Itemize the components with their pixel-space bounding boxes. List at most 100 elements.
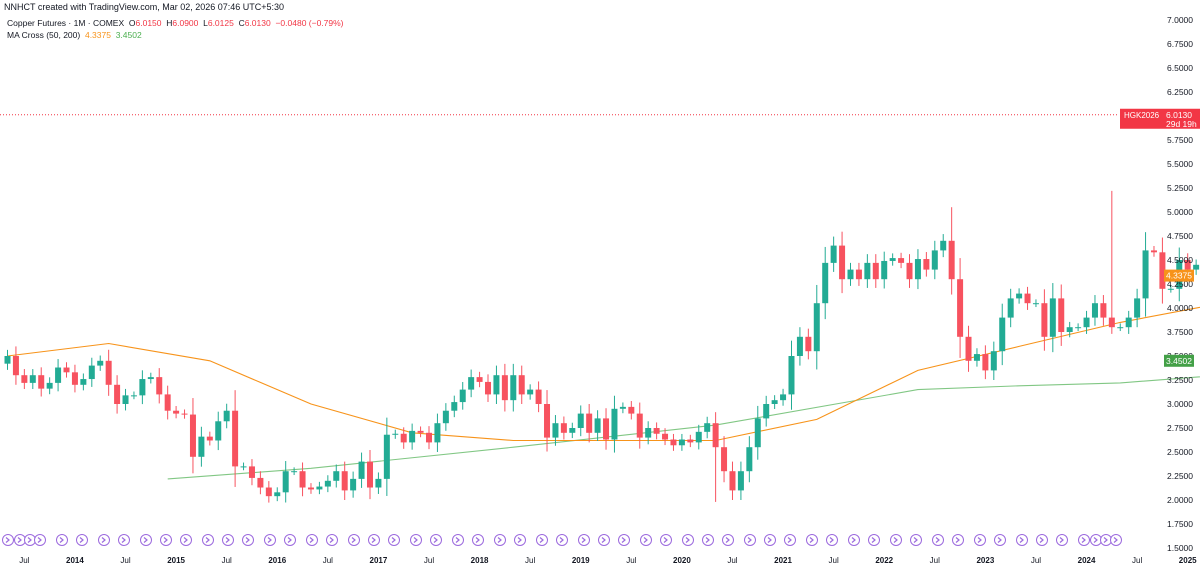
event-marker-icon[interactable]: [140, 534, 152, 546]
event-marker-icon[interactable]: [660, 534, 672, 546]
event-marker-icon[interactable]: [578, 534, 590, 546]
candle: [948, 207, 955, 295]
event-marker-icon[interactable]: [368, 534, 380, 546]
event-marker-icon[interactable]: [618, 534, 630, 546]
event-marker-icon[interactable]: [1110, 534, 1122, 546]
event-marker-icon[interactable]: [514, 534, 526, 546]
event-marker-icon[interactable]: [744, 534, 756, 546]
event-marker-icon[interactable]: [640, 534, 652, 546]
event-marker-icon[interactable]: [24, 534, 36, 546]
candle: [1142, 232, 1149, 317]
candle: [687, 434, 694, 448]
candle: [400, 427, 407, 449]
event-marker-icon[interactable]: [76, 534, 88, 546]
event-marker-icon[interactable]: [1036, 534, 1048, 546]
event-marker-icon[interactable]: [952, 534, 964, 546]
event-marker-icon[interactable]: [410, 534, 422, 546]
event-marker-icon[interactable]: [202, 534, 214, 546]
candle: [1167, 284, 1174, 293]
candle: [990, 341, 997, 380]
event-marker-icon[interactable]: [452, 534, 464, 546]
price-axis: 1.5000 1.7500 2.0000 2.2500 2.5000 2.7500 3.00…: [1167, 15, 1193, 553]
event-marker-icon[interactable]: [702, 534, 714, 546]
candle: [71, 364, 78, 393]
candle: [147, 372, 154, 384]
event-marker-icon[interactable]: [1056, 534, 1068, 546]
candle: [796, 327, 803, 366]
candle: [898, 252, 905, 269]
candle: [628, 401, 635, 420]
x-tick-label: 2019: [572, 556, 590, 565]
candle: [282, 461, 289, 503]
event-marker-icon[interactable]: [98, 534, 110, 546]
x-tick-label: 2015: [167, 556, 185, 565]
event-marker-icon[interactable]: [826, 534, 838, 546]
candle: [914, 249, 921, 290]
candle: [653, 422, 660, 440]
event-marker-icon[interactable]: [556, 534, 568, 546]
candle: [257, 471, 264, 495]
candle: [274, 487, 281, 502]
event-marker-icon[interactable]: [222, 534, 234, 546]
candle: [215, 411, 222, 451]
event-marker-icon[interactable]: [536, 534, 548, 546]
event-marker-icon[interactable]: [598, 534, 610, 546]
symbol-legend[interactable]: Copper Futures · 1M · COMEX O6.0150 H6.0…: [7, 18, 344, 28]
event-marker-icon[interactable]: [472, 534, 484, 546]
event-marker-icon[interactable]: [1100, 534, 1112, 546]
event-marker-icon[interactable]: [910, 534, 922, 546]
ma-200-line: [167, 376, 1200, 480]
candle: [232, 390, 239, 487]
event-marker-icon[interactable]: [784, 534, 796, 546]
event-marker-icon[interactable]: [326, 534, 338, 546]
candle: [468, 369, 475, 398]
change-value: −0.0480 (−0.79%): [275, 18, 344, 28]
event-marker-icon[interactable]: [348, 534, 360, 546]
candle: [434, 413, 441, 452]
event-marker-icon[interactable]: [284, 534, 296, 546]
event-marker-icon[interactable]: [932, 534, 944, 546]
event-marker-icon[interactable]: [118, 534, 130, 546]
candle: [1134, 288, 1141, 328]
event-marker-icon[interactable]: [388, 534, 400, 546]
event-marker-icon[interactable]: [56, 534, 68, 546]
event-marker-icon[interactable]: [1016, 534, 1028, 546]
candle: [316, 481, 323, 495]
event-marker-icon[interactable]: [264, 534, 276, 546]
event-marker-icon[interactable]: [722, 534, 734, 546]
candle: [746, 436, 753, 483]
event-marker-icon[interactable]: [430, 534, 442, 546]
event-marker-icon[interactable]: [14, 534, 26, 546]
event-marker-icon[interactable]: [868, 534, 880, 546]
event-marker-icon[interactable]: [764, 534, 776, 546]
candle: [847, 262, 854, 286]
y-tick-label: 2.5000: [1167, 447, 1193, 457]
candle: [206, 431, 213, 446]
event-marker-icon[interactable]: [848, 534, 860, 546]
candle: [122, 388, 129, 411]
event-marker-icon[interactable]: [1078, 534, 1090, 546]
event-marker-icon[interactable]: [494, 534, 506, 546]
y-tick-label: 1.5000: [1167, 543, 1193, 553]
event-marker-icon[interactable]: [34, 534, 46, 546]
event-marker-icon[interactable]: [2, 534, 14, 546]
event-marker-icon[interactable]: [890, 534, 902, 546]
event-marker-icon[interactable]: [974, 534, 986, 546]
candle: [527, 384, 534, 400]
event-marker-icon[interactable]: [306, 534, 318, 546]
candle: [324, 475, 331, 493]
x-tick-label: 2025: [1179, 556, 1197, 565]
event-marker-icon[interactable]: [682, 534, 694, 546]
y-tick-label: 6.7500: [1167, 39, 1193, 49]
event-marker-icon[interactable]: [806, 534, 818, 546]
candle: [586, 404, 593, 443]
event-marker-icon[interactable]: [994, 534, 1006, 546]
event-marker-icon[interactable]: [242, 534, 254, 546]
event-marker-icon[interactable]: [1090, 534, 1102, 546]
candle: [569, 422, 576, 439]
x-tick-label: Jul: [424, 556, 434, 565]
event-marker-icon[interactable]: [160, 534, 172, 546]
indicator-legend[interactable]: MA Cross (50, 200) 4.3375 3.4502: [7, 30, 142, 40]
event-marker-icon[interactable]: [180, 534, 192, 546]
